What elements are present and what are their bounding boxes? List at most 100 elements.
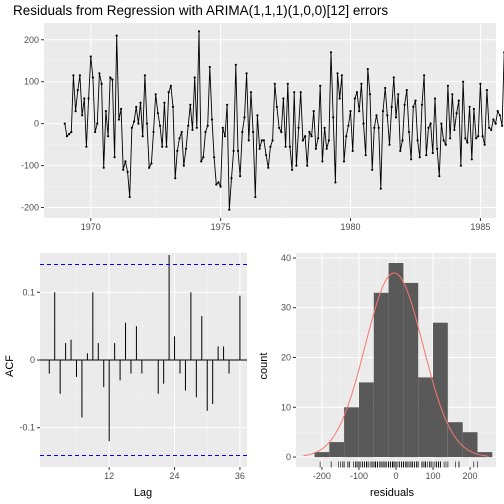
residual-point: [256, 114, 259, 117]
residual-point: [182, 164, 185, 167]
residual-point: [466, 141, 469, 144]
residual-point: [265, 154, 268, 157]
residual-point: [427, 126, 430, 129]
residual-point: [221, 126, 224, 129]
residual-point: [78, 74, 81, 77]
x-tick-label: 100: [426, 471, 441, 481]
residual-point: [117, 118, 120, 121]
residual-point: [488, 126, 491, 129]
residual-point: [425, 154, 428, 157]
residual-point: [355, 91, 359, 94]
residual-point: [397, 93, 400, 96]
histogram-bar: [447, 422, 463, 457]
residual-point: [470, 158, 473, 161]
y-tick-label: 0.1: [22, 287, 35, 297]
residual-point: [262, 139, 265, 142]
residual-point: [171, 105, 175, 108]
x-tick-label: 1980: [341, 222, 361, 232]
panel-background: [44, 23, 496, 218]
y-tick-label: -200: [21, 203, 39, 213]
residual-point: [368, 93, 372, 96]
residual-point: [446, 84, 449, 87]
y-tick-label: 200: [24, 35, 39, 45]
histogram-bar: [462, 432, 478, 458]
residual-point: [115, 34, 118, 37]
x-tick-label: 200: [463, 471, 478, 481]
residual-point: [501, 124, 504, 127]
residual-point: [407, 130, 411, 134]
residual-point: [83, 97, 86, 100]
residual-point: [379, 187, 382, 190]
residual-point: [431, 151, 434, 155]
histogram-panel: -200 -100 0 100 200 0 10 20 30 40: [281, 253, 496, 481]
residual-point: [245, 72, 248, 75]
residual-point: [156, 112, 159, 115]
residual-point: [81, 114, 84, 117]
residual-point: [420, 103, 424, 106]
residual-point: [145, 122, 149, 125]
residual-point: [472, 107, 475, 111]
residual-point: [197, 30, 201, 33]
acf-y-axis-label: ACF: [4, 355, 16, 377]
residual-point: [239, 175, 242, 178]
residual-point: [258, 147, 261, 150]
residual-point: [310, 135, 313, 138]
residual-point: [174, 177, 177, 180]
residual-point: [113, 156, 116, 159]
histogram-bar: [314, 452, 330, 458]
residual-point: [165, 145, 168, 148]
residual-point: [433, 97, 437, 100]
residual-point: [252, 130, 255, 134]
residual-point: [308, 130, 311, 134]
y-tick-label: 20: [281, 353, 291, 363]
residual-point: [260, 139, 263, 142]
residual-point: [494, 122, 497, 125]
residual-point: [475, 137, 478, 140]
y-tick-label: 0: [286, 452, 291, 462]
residual-point: [490, 128, 493, 131]
y-tick-label: 100: [24, 77, 39, 87]
residual-point: [301, 139, 304, 142]
residual-point: [102, 166, 105, 169]
residual-point: [340, 74, 343, 77]
residual-point: [449, 137, 452, 140]
residual-point: [120, 107, 123, 111]
residual-point: [141, 135, 144, 138]
residual-point: [111, 78, 114, 81]
residual-point: [364, 154, 367, 157]
residual-point: [442, 139, 445, 142]
residual-point: [327, 139, 330, 142]
residual-point: [325, 147, 328, 150]
histogram-bar: [373, 292, 389, 457]
residual-point: [236, 149, 240, 152]
histogram-bar: [477, 452, 493, 458]
y-tick-label: 0: [30, 355, 35, 365]
residual-point: [286, 82, 289, 85]
y-tick-label: -0.1: [19, 423, 35, 433]
residual-point: [169, 84, 172, 87]
residual-point: [204, 130, 207, 134]
histogram-bar: [329, 442, 345, 457]
residual-point: [288, 145, 291, 148]
residual-point: [133, 120, 136, 123]
residual-point: [338, 97, 341, 100]
residual-point: [477, 135, 480, 138]
residual-point: [85, 145, 88, 148]
residual-point: [178, 137, 181, 140]
histogram-bar: [418, 377, 433, 457]
residual-point: [154, 93, 157, 96]
residual-point: [358, 110, 361, 113]
residual-point: [124, 160, 127, 163]
residual-point: [492, 118, 495, 121]
residual-point: [96, 122, 99, 125]
residual-point: [377, 126, 380, 129]
residual-point: [167, 91, 170, 94]
residual-point: [485, 89, 488, 92]
residual-point: [241, 130, 244, 134]
residual-point: [438, 175, 441, 178]
residual-point: [65, 135, 68, 138]
residual-point: [206, 124, 209, 127]
residual-point: [323, 126, 326, 129]
y-tick-label: -100: [21, 161, 39, 171]
